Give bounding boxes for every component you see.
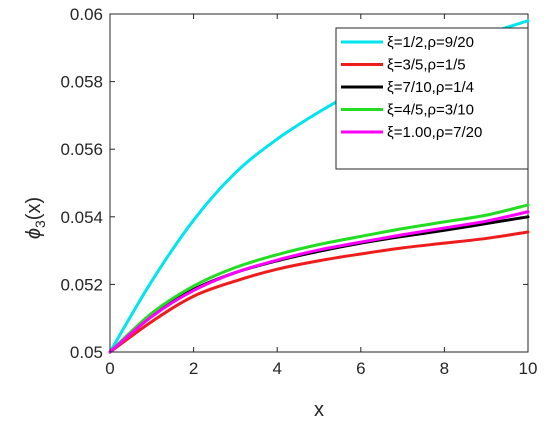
x-tick-label: 2 (189, 359, 198, 378)
y-axis-title-symbol: ϕ (23, 228, 45, 239)
axis-ticks: 0 2 4 6 8 10 0.05 0.052 0.054 0.056 0.058 0.06 (60, 5, 537, 378)
x-tick-label: 0 (105, 359, 114, 378)
y-tick-label: 0.05 (70, 343, 103, 362)
y-tick-label: 0.056 (60, 140, 103, 159)
series-line-3 (108, 215, 530, 354)
legend-label: ξ=3/5,ρ=1/5 (387, 57, 466, 74)
legend: ξ=1/2,ρ=9/20 ξ=3/5,ρ=1/5 ξ=7/10,ρ=1/4 ξ=4/5… (335, 27, 529, 170)
legend-label: ξ=1.00,ρ=7/20 (387, 124, 482, 141)
series-line-4 (108, 203, 530, 354)
y-tick-label: 0.058 (60, 73, 103, 92)
plot-frame (109, 13, 529, 353)
y-axis-title: ϕ3(x) (23, 197, 48, 239)
y-axis-title-tail: (x) (23, 197, 45, 220)
x-axis-title: x (314, 399, 324, 421)
x-tick-label: 10 (519, 359, 538, 378)
series-line-5 (108, 210, 530, 354)
y-tick-label: 0.052 (60, 275, 103, 294)
x-tick-label: 6 (356, 359, 365, 378)
legend-label: ξ=7/10,ρ=1/4 (387, 79, 474, 96)
y-tick-label: 0.06 (70, 5, 103, 24)
legend-label: ξ=1/2,ρ=9/20 (387, 34, 474, 51)
y-tick-label: 0.054 (60, 208, 103, 227)
legend-box (335, 27, 529, 170)
x-tick-label: 4 (272, 359, 281, 378)
y-axis-title-subscript: 3 (32, 220, 48, 228)
series-line-2 (108, 230, 530, 354)
legend-label: ξ=4/5,ρ=3/10 (387, 102, 474, 119)
x-tick-label: 8 (440, 359, 449, 378)
plot-area (109, 13, 529, 353)
